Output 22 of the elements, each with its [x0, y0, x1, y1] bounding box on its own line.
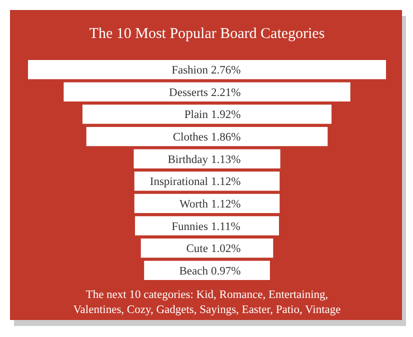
data-label: 1.12%	[211, 198, 242, 210]
data-label: 1.92%	[211, 109, 242, 122]
data-label: 2.76%	[211, 64, 242, 77]
category-label: Birthday	[168, 154, 208, 166]
category-label: Desserts	[169, 86, 209, 99]
category-label: Plain	[184, 109, 208, 122]
category-label: Clothes	[172, 132, 209, 144]
data-label: 1.12%	[211, 176, 242, 188]
category-label: Inspirational	[150, 176, 208, 188]
category-label: Beach	[179, 265, 208, 278]
category-label: Cute	[186, 243, 208, 256]
data-label: 1.02%	[211, 243, 242, 256]
category-label: Funnies	[172, 220, 209, 233]
category-label: Worth	[180, 198, 208, 210]
text: The next 10 categories: Kid, Romance, Entertaining, Valentines, Cozy, Gadgets, Sayings, Easter, Patio, Vintage	[73, 289, 341, 316]
data-label: 2.21%	[211, 86, 242, 99]
category-label: Fashion	[172, 64, 208, 77]
data-label: 1.86%	[211, 132, 242, 144]
data-label: 0.97%	[211, 265, 242, 278]
text: The 10 Most Popular Board Categories	[89, 26, 325, 42]
data-label: 1.11%	[211, 220, 241, 233]
data-label: 1.13%	[211, 154, 242, 166]
